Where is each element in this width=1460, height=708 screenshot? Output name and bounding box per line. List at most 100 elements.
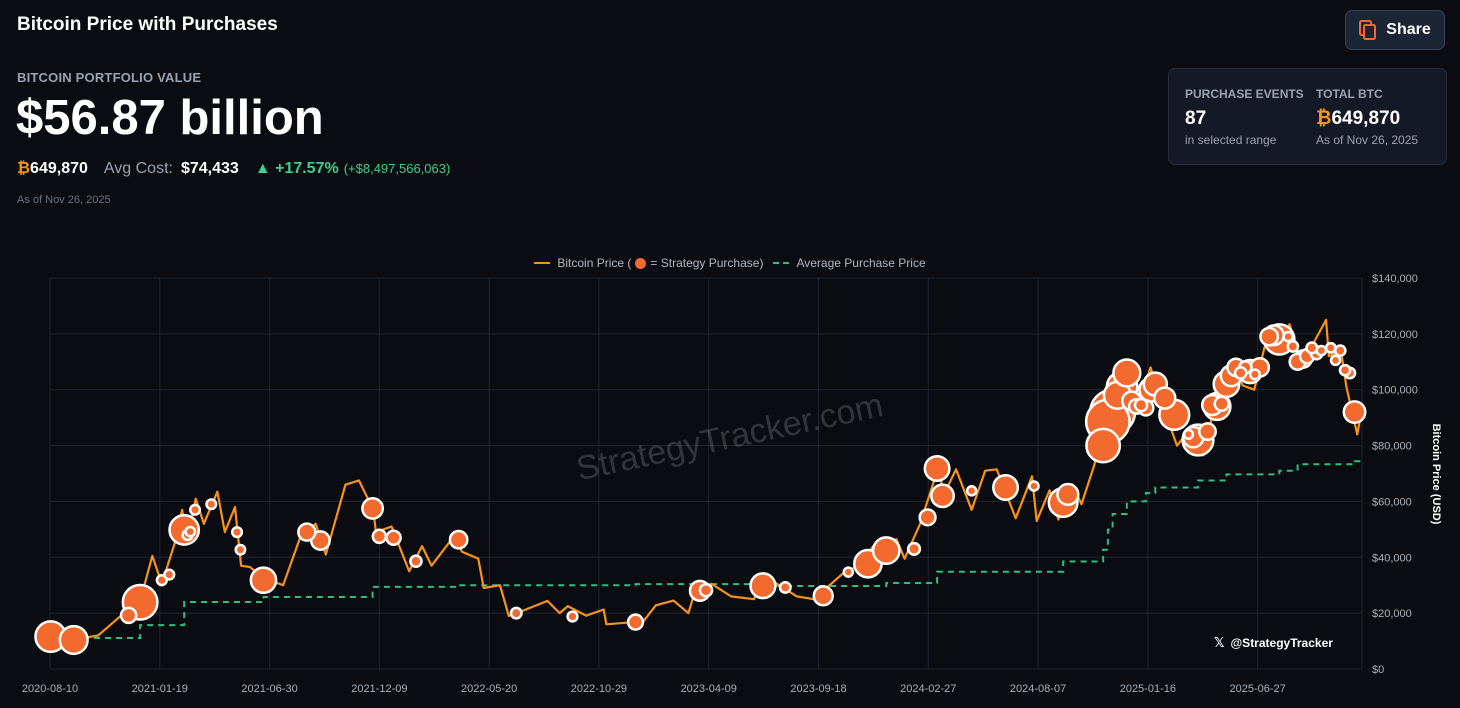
- purchase-marker: [163, 568, 176, 581]
- purchase-marker: [842, 566, 855, 578]
- purchase-marker: [1282, 330, 1294, 343]
- x-tick-label: 2023-04-09: [681, 683, 737, 695]
- purchase-marker: [1133, 397, 1149, 413]
- purchase-marker: [1182, 428, 1195, 441]
- purchase-marker: [297, 522, 317, 542]
- purchase-marker: [1233, 366, 1248, 380]
- purchase-marker: [230, 526, 244, 539]
- x-tick-label: 2021-12-09: [351, 683, 407, 695]
- x-tick-label: 2025-06-27: [1229, 683, 1285, 695]
- y-tick-label: $120,000: [1372, 329, 1418, 341]
- purchase-marker: [1085, 427, 1122, 464]
- purchase-events-label: PURCHASE EVENTS: [1185, 87, 1304, 101]
- purchase-events-stat: PURCHASE EVENTS 87 in selected range: [1185, 87, 1304, 147]
- purchase-marker: [361, 496, 385, 520]
- purchase-marker: [205, 498, 218, 511]
- x-tick-label: 2021-06-30: [241, 683, 297, 695]
- y-tick-label: $140,000: [1372, 273, 1418, 285]
- purchase-marker: [923, 454, 951, 482]
- btc-holdings: 649,870: [30, 160, 88, 177]
- y-tick-label: $20,000: [1372, 608, 1412, 620]
- change-percent-value: +17.57%: [275, 160, 339, 177]
- x-tick-label: 2022-10-29: [571, 683, 627, 695]
- holdings-row: ₿ 649,870 Avg Cost: $74,433 ▲ +17.57% (+…: [17, 160, 450, 178]
- purchase-marker: [626, 613, 645, 631]
- purchase-marker: [906, 541, 922, 556]
- purchase-marker: [385, 529, 402, 546]
- purchase-marker: [930, 483, 955, 509]
- total-btc-label: TOTAL BTC: [1316, 87, 1383, 101]
- y-axis-title: Bitcoin Price (USD): [1430, 424, 1442, 525]
- purchase-marker: [1259, 326, 1280, 347]
- purchase-marker: [188, 503, 202, 516]
- y-tick-label: $80,000: [1372, 441, 1412, 453]
- watermark: StrategyTracker.com: [573, 386, 886, 488]
- purchase-marker: [871, 536, 901, 566]
- purchase-marker: [1153, 386, 1177, 410]
- purchase-marker: [1213, 395, 1230, 412]
- y-tick-label: $0: [1372, 664, 1384, 676]
- purchase-marker: [778, 580, 792, 594]
- as-of-date: As of Nov 26, 2025: [17, 194, 111, 206]
- purchase-marker: [698, 582, 714, 598]
- purchase-marker: [409, 554, 423, 569]
- purchase-marker: [1338, 363, 1352, 377]
- purchase-marker: [249, 566, 278, 595]
- legend-average-swatch[interactable]: [773, 262, 790, 264]
- up-arrow-icon: ▲: [254, 160, 276, 177]
- y-tick-label: $40,000: [1372, 552, 1412, 564]
- purchase-events-value: 87: [1185, 108, 1207, 129]
- share-button[interactable]: Share: [1345, 10, 1445, 50]
- x-logo-icon: 𝕏: [1214, 635, 1225, 650]
- y-tick-label: $60,000: [1372, 496, 1412, 508]
- purchase-marker: [234, 543, 247, 556]
- legend-purchase-label[interactable]: = Strategy Purchase): [650, 256, 764, 270]
- avg-cost-value: $74,433: [180, 160, 239, 177]
- x-tick-label: 2025-01-16: [1120, 683, 1176, 695]
- purchase-marker: [1248, 368, 1261, 381]
- purchase-marker: [1112, 358, 1142, 388]
- chart-legend: Bitcoin Price ( = Strategy Purchase) Ave…: [0, 256, 1460, 270]
- purchase-marker: [1056, 482, 1080, 507]
- stats-card: PURCHASE EVENTS 87 in selected range TOT…: [1168, 68, 1447, 165]
- portfolio-value: $56.87 billion: [16, 91, 324, 145]
- x-tick-label: 2023-09-18: [790, 683, 846, 695]
- x-tick-label: 2022-05-20: [461, 683, 517, 695]
- x-tick-label: 2024-02-27: [900, 683, 956, 695]
- x-tick-label: 2020-08-10: [22, 683, 78, 695]
- purchase-marker: [448, 529, 469, 550]
- purchase-marker: [965, 485, 978, 497]
- purchase-marker: [566, 610, 579, 623]
- change-percent: ▲ +17.57%: [255, 160, 339, 178]
- purchase-marker: [119, 606, 138, 625]
- purchase-marker: [1329, 354, 1342, 367]
- purchase-marker: [1028, 480, 1040, 492]
- purchase-marker: [1315, 344, 1328, 357]
- bitcoin-icon: ₿: [17, 160, 31, 177]
- purchase-marker: [1342, 400, 1367, 425]
- portfolio-label: BITCOIN PORTFOLIO VALUE: [17, 70, 202, 85]
- purchase-marker: [918, 508, 937, 527]
- bitcoin-icon: ₿: [1316, 108, 1332, 129]
- purchase-marker: [1333, 344, 1347, 357]
- avg-cost-label: Avg Cost:: [103, 160, 173, 177]
- copy-icon: [1359, 20, 1377, 40]
- page-title: Bitcoin Price with Purchases: [17, 14, 278, 35]
- total-btc-sub: As of Nov 26, 2025: [1316, 133, 1419, 147]
- x-tick-label: 2021-01-19: [132, 683, 188, 695]
- legend-purchase-dot-icon: [635, 257, 647, 269]
- legend-price-swatch[interactable]: [534, 262, 551, 264]
- change-absolute: (+$8,497,566,063): [343, 161, 451, 176]
- purchase-marker: [184, 525, 197, 538]
- purchase-marker: [1198, 422, 1217, 442]
- legend-price-label[interactable]: Bitcoin Price (: [557, 256, 632, 270]
- purchase-marker: [812, 585, 834, 607]
- purchase-marker: [58, 624, 89, 656]
- social-handle: 𝕏 @StrategyTracker: [1214, 635, 1333, 651]
- purchase-marker: [749, 572, 777, 600]
- legend-average-label[interactable]: Average Purchase Price: [796, 256, 926, 270]
- total-btc-stat: TOTAL BTC ₿649,870 As of Nov 26, 2025: [1316, 87, 1418, 147]
- total-btc-value: 649,870: [1331, 108, 1401, 129]
- share-label: Share: [1386, 21, 1431, 38]
